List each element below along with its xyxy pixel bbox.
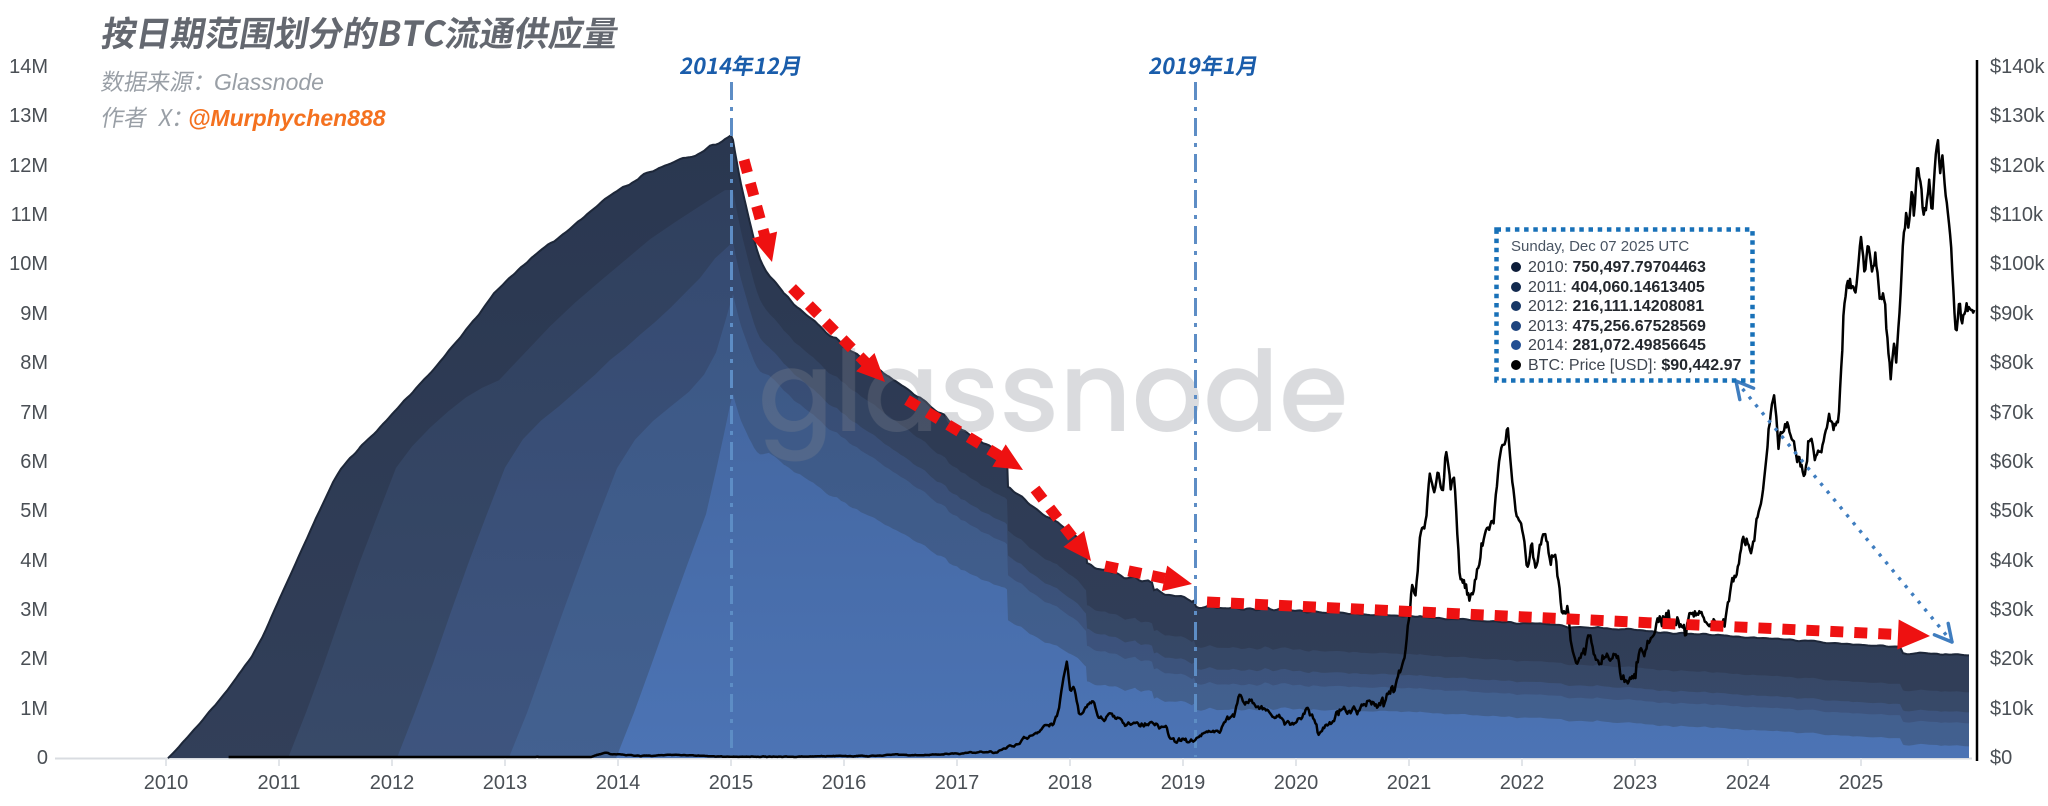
- svg-text:Glassnode: Glassnode: [214, 69, 324, 95]
- svg-text:@Murphychen888: @Murphychen888: [188, 105, 386, 131]
